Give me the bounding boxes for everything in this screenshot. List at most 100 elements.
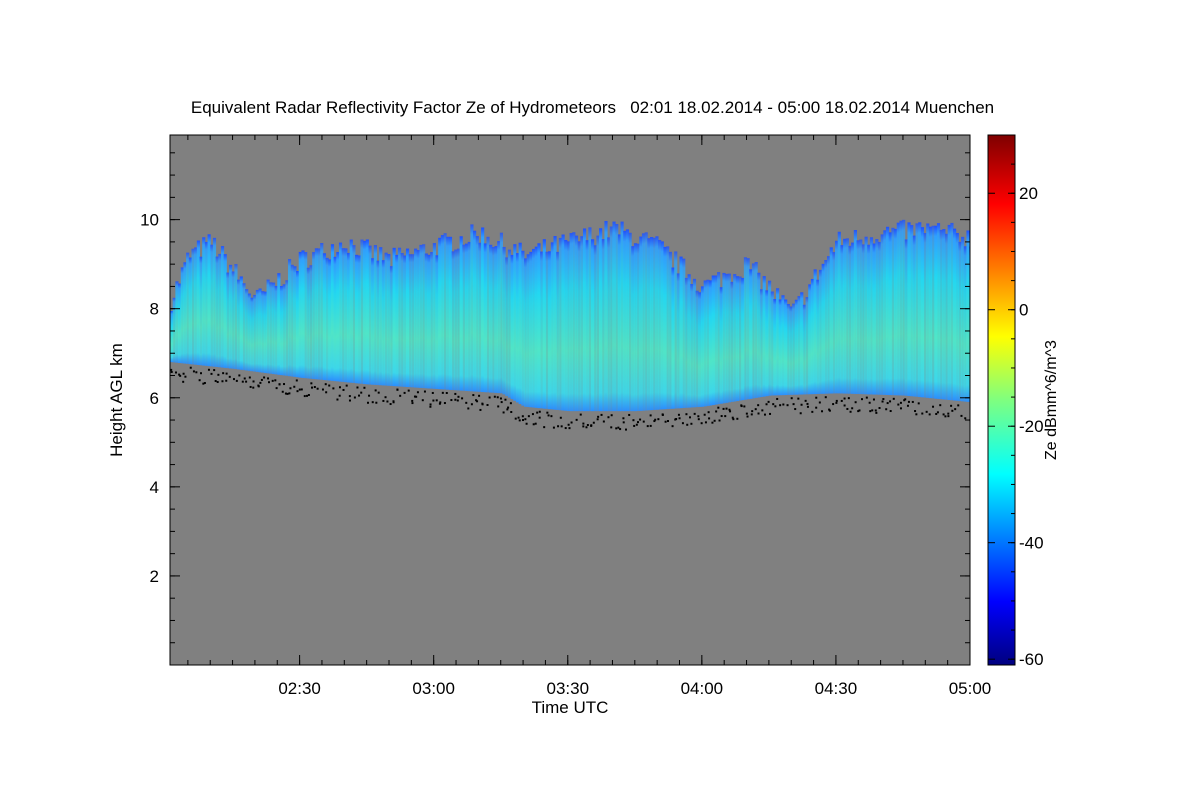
reflectivity-column: [655, 236, 659, 410]
reflectivity-column: [558, 237, 563, 411]
reflectivity-column: [489, 244, 493, 393]
cloud-base-dot: [325, 391, 328, 394]
reflectivity-column: [365, 239, 369, 385]
reflectivity-column: [432, 243, 436, 389]
reflectivity-column: [880, 234, 884, 395]
cloud-base-dot: [697, 418, 700, 421]
reflectivity-column: [574, 235, 579, 412]
cloud-base-dot: [456, 399, 459, 402]
reflectivity-column: [872, 243, 876, 395]
cloud-base-dot: [906, 404, 909, 407]
reflectivity-column: [832, 252, 836, 394]
cloud-base-dot: [336, 398, 339, 401]
cloud-base-dot: [465, 401, 468, 404]
reflectivity-column: [958, 241, 962, 402]
cloud-base-dot: [567, 423, 570, 426]
reflectivity-column: [322, 253, 327, 381]
reflectivity-column: [837, 231, 841, 394]
cloud-base-dot: [568, 427, 571, 430]
cloud-base-dot: [225, 372, 228, 375]
reflectivity-column: [518, 242, 522, 405]
reflectivity-column: [561, 234, 565, 411]
cloud-base-dot: [179, 374, 182, 377]
cloud-base-dot: [899, 401, 902, 404]
cloud-base-dot: [579, 413, 582, 416]
cloud-base-dot: [439, 401, 442, 404]
cloud-base-dot: [182, 380, 185, 383]
cloud-base-dot: [942, 413, 945, 416]
reflectivity-column: [271, 282, 276, 375]
cloud-base-dot: [707, 411, 710, 414]
cloud-base-dot: [575, 418, 578, 421]
cloud-base-dot: [725, 407, 728, 410]
reflectivity-column: [298, 251, 302, 378]
cloud-base-dot: [307, 393, 310, 396]
reflectivity-column: [405, 248, 410, 388]
cloud-base-dot: [500, 401, 503, 404]
cloud-base-dot: [311, 386, 314, 389]
cloud-base-dot: [267, 377, 270, 380]
cloud-base-dot: [750, 413, 753, 416]
cloud-base-dot: [371, 401, 374, 404]
reflectivity-column: [277, 273, 281, 375]
cloud-base-dot: [260, 378, 263, 381]
reflectivity-column: [183, 262, 187, 364]
cloud-base-dot: [711, 421, 714, 424]
reflectivity-column: [910, 225, 914, 397]
cloud-base-dot: [300, 388, 303, 391]
reflectivity-column: [336, 252, 340, 382]
reflectivity-column: [851, 242, 855, 394]
cloud-base-dot: [610, 414, 613, 417]
reflectivity-column: [607, 237, 611, 412]
cloud-base-dot: [892, 397, 895, 400]
reflectivity-column: [526, 254, 530, 408]
cloud-base-dot: [743, 405, 746, 408]
reflectivity-column: [609, 226, 613, 412]
cloud-base-dot: [546, 411, 549, 414]
reflectivity-column: [228, 264, 233, 369]
cloud-base-dot: [871, 409, 874, 412]
cloud-base-dot: [559, 416, 562, 419]
reflectivity-column: [172, 297, 176, 363]
reflectivity-column: [435, 255, 439, 389]
reflectivity-column: [698, 292, 702, 407]
cloud-base-dot: [806, 402, 809, 405]
reflectivity-column: [328, 259, 332, 381]
reflectivity-column: [360, 239, 364, 384]
cloud-base-dot: [457, 395, 460, 398]
reflectivity-column: [647, 238, 651, 411]
reflectivity-column: [711, 275, 715, 406]
reflectivity-column: [537, 243, 541, 409]
reflectivity-column: [797, 296, 801, 395]
cloud-base-dot: [550, 415, 553, 418]
reflectivity-column: [470, 224, 474, 392]
reflectivity-column: [467, 241, 471, 392]
cloud-base-dot: [552, 426, 555, 429]
cloud-base-dot: [772, 403, 775, 406]
reflectivity-column: [615, 224, 619, 412]
reflectivity-column: [628, 232, 632, 412]
cloud-base-dot: [635, 423, 638, 426]
reflectivity-column: [926, 223, 930, 398]
reflectivity-column: [242, 283, 246, 371]
cloud-base-dot: [524, 418, 527, 421]
cloud-base-dot: [527, 415, 530, 418]
cloud-base-dot: [751, 410, 754, 413]
cloud-base-dot: [192, 370, 195, 373]
reflectivity-column: [934, 225, 938, 399]
cloud-base-dot: [675, 418, 678, 421]
reflectivity-column: [438, 237, 442, 390]
cloud-base-dot: [700, 422, 703, 425]
reflectivity-column: [497, 241, 501, 394]
cloud-base-dot: [284, 392, 287, 395]
reflectivity-column: [703, 280, 707, 407]
cloud-base-dot: [835, 401, 838, 404]
cloud-base-dot: [235, 379, 238, 382]
cloud-base-dot: [303, 395, 306, 398]
cloud-base-dot: [824, 396, 827, 399]
reflectivity-column: [207, 234, 211, 367]
reflectivity-column: [363, 240, 367, 385]
reflectivity-column: [483, 243, 487, 393]
cloud-base-dot: [811, 410, 814, 413]
cloud-base-dot: [450, 399, 453, 402]
